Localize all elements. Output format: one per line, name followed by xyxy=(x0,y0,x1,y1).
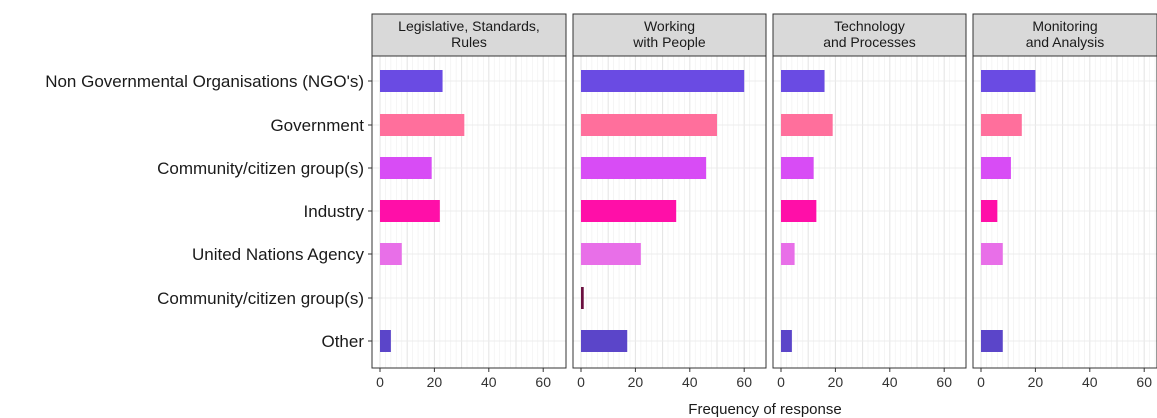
facet-title: and Analysis xyxy=(1026,34,1105,50)
x-tick-label: 60 xyxy=(535,374,551,390)
facet-strip xyxy=(772,13,967,57)
bar xyxy=(380,200,440,222)
facet-title: Rules xyxy=(451,34,487,50)
bar xyxy=(380,243,402,265)
panel-border xyxy=(972,55,1157,369)
y-tick-label: United Nations Agency xyxy=(192,245,364,264)
x-tick-label: 40 xyxy=(682,374,698,390)
x-tick-label: 0 xyxy=(777,374,785,390)
x-tick-label: 60 xyxy=(736,374,752,390)
x-tick-label: 40 xyxy=(882,374,898,390)
facet-title: with People xyxy=(632,34,706,50)
bar xyxy=(781,157,814,179)
x-tick-label: 0 xyxy=(376,374,384,390)
facet-title: Working xyxy=(644,18,695,34)
bar xyxy=(581,114,717,136)
panel-border xyxy=(371,55,567,369)
bar xyxy=(781,330,792,352)
bar xyxy=(981,157,1011,179)
bar xyxy=(781,114,833,136)
x-axis-title: Frequency of response xyxy=(688,401,841,418)
facet-title: Technology xyxy=(834,18,905,34)
bar xyxy=(380,157,432,179)
facet-title: Monitoring xyxy=(1032,18,1097,34)
facet-title: Legislative, Standards, xyxy=(398,18,540,34)
bar xyxy=(781,243,795,265)
bar xyxy=(981,70,1036,92)
facet-title: and Processes xyxy=(823,34,916,50)
x-tick-label: 20 xyxy=(1028,374,1044,390)
bar xyxy=(981,114,1022,136)
bar xyxy=(981,243,1003,265)
bar xyxy=(380,114,465,136)
y-tick-label: Community/citizen group(s) xyxy=(157,159,364,178)
x-tick-label: 20 xyxy=(828,374,844,390)
facet-strip xyxy=(972,13,1157,57)
panel-background xyxy=(973,56,1157,368)
bar xyxy=(981,330,1003,352)
x-tick-label: 0 xyxy=(977,374,985,390)
bar xyxy=(581,157,707,179)
y-tick-label: Industry xyxy=(304,202,365,221)
bar xyxy=(380,70,443,92)
facet-strip xyxy=(572,13,767,57)
bar xyxy=(380,330,391,352)
y-tick-label: Community/citizen group(s) xyxy=(157,289,364,308)
x-tick-label: 20 xyxy=(628,374,644,390)
x-tick-label: 60 xyxy=(936,374,952,390)
x-tick-label: 60 xyxy=(1136,374,1152,390)
bar xyxy=(581,287,584,309)
x-tick-label: 20 xyxy=(427,374,443,390)
panel-border xyxy=(572,55,767,369)
facet-panel: Legislative, Standards,Rules 0 20 40 60 xyxy=(371,13,567,390)
bar xyxy=(781,70,825,92)
bar xyxy=(781,200,817,222)
x-tick-label: 0 xyxy=(577,374,585,390)
bar xyxy=(581,330,628,352)
bar xyxy=(581,70,745,92)
panel-border xyxy=(772,55,967,369)
y-tick-label: Government xyxy=(270,116,364,135)
y-tick-label: Other xyxy=(321,332,364,351)
bar xyxy=(581,243,641,265)
x-tick-label: 40 xyxy=(1082,374,1098,390)
x-tick-label: 40 xyxy=(481,374,497,390)
bar xyxy=(981,200,998,222)
y-tick-label: Non Governmental Organisations (NGO's) xyxy=(45,72,364,91)
bar xyxy=(581,200,677,222)
y-axis-labels: Non Governmental Organisations (NGO's) Go… xyxy=(45,72,372,351)
